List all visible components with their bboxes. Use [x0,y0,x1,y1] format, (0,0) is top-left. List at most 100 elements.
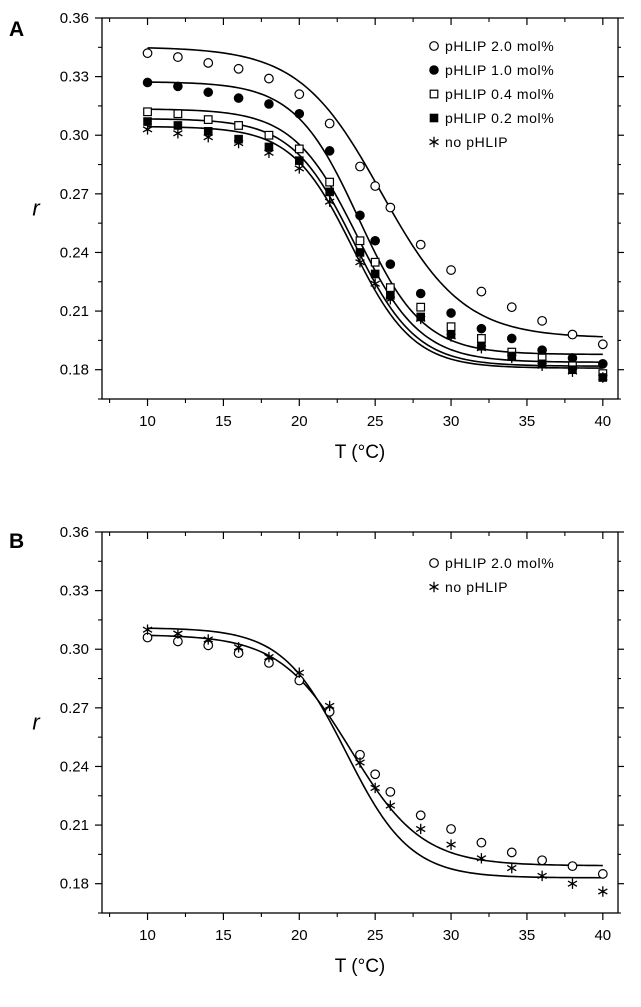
data-point [476,853,487,864]
panel-label: B [9,530,24,553]
x-tick-label: 20 [291,413,308,430]
fit-curve [147,81,603,356]
y-tick-label: 0.21 [60,303,89,320]
data-point [567,861,578,872]
data-point [506,847,517,858]
data-point [476,286,487,297]
data-point [294,89,305,100]
fit-curve [147,634,603,867]
data-point [446,265,456,275]
y-tick-label: 0.30 [60,127,89,144]
data-point [355,236,365,246]
data-point [264,651,274,663]
data-point [203,115,213,125]
data-point [355,257,365,268]
data-point [294,667,305,678]
data-point [173,109,183,119]
data-point [370,181,381,191]
x-tick-label: 35 [519,413,536,430]
y-tick-label: 0.24 [60,758,89,775]
x-tick-label: 40 [594,927,611,944]
data-point [142,624,153,635]
data-point [506,333,517,344]
data-point [597,339,608,350]
data-point [355,161,365,172]
legend-label: pHLIP 2.0 mol% [445,555,554,571]
x-tick-label: 25 [367,413,384,430]
data-point [203,634,214,645]
data-point [173,81,183,92]
data-point [264,99,274,109]
data-point [537,855,548,866]
data-point [233,93,244,103]
data-point [446,331,456,342]
data-point [537,360,547,371]
y-axis-title: r [32,196,41,221]
legend-marker [429,558,439,568]
data-point [370,235,380,246]
data-point [142,124,153,135]
y-tick-label: 0.27 [60,700,89,717]
data-point [446,322,456,332]
data-point [537,345,547,355]
data-point [476,343,487,354]
data-point [446,824,456,834]
series-points [142,48,608,350]
data-point [325,187,334,197]
fit-curve [147,627,603,879]
panel-label: A [9,18,24,41]
y-tick-label: 0.27 [60,186,89,203]
data-point [324,118,335,129]
legend-marker [429,581,439,593]
y-tick-label: 0.36 [60,10,89,27]
data-point [385,800,396,811]
data-point [143,107,152,117]
data-point [415,810,426,821]
data-point [173,128,183,139]
x-tick-label: 30 [443,927,460,944]
legend-label: pHLIP 1.0 mol% [445,62,554,78]
data-point [172,52,183,62]
x-tick-label: 10 [139,927,156,944]
data-point [415,239,426,250]
data-point [370,278,381,289]
data-point [173,628,183,639]
data-point [506,862,517,874]
legend-marker [429,113,439,123]
legend-marker [429,89,439,99]
data-point [415,313,426,325]
legend-marker [429,41,439,51]
data-point [264,73,274,84]
legend-label: pHLIP 0.4 mol% [445,86,554,102]
data-point [415,823,426,835]
data-point [567,366,578,377]
data-point [476,837,487,848]
data-point [355,248,365,257]
plot-frame [101,17,619,400]
series-points [142,124,608,383]
data-point [567,878,578,889]
data-point [355,210,365,221]
legend-label: no pHLIP [445,579,508,595]
data-point [598,359,608,369]
y-tick-label: 0.36 [60,524,89,541]
data-point [294,144,304,154]
data-point [385,294,396,305]
data-point [446,308,456,318]
data-point [446,839,456,850]
x-axis-title: T (°C) [335,956,386,977]
series-points [142,624,608,897]
x-axis-title: T (°C) [335,442,386,463]
data-point [233,642,244,653]
y-tick-label: 0.24 [60,244,89,261]
y-tick-label: 0.33 [60,583,89,600]
legend-label: no pHLIP [445,134,508,150]
data-point [203,58,214,68]
data-point [567,353,578,363]
data-point [476,323,487,334]
data-point [597,886,608,897]
y-tick-label: 0.18 [60,876,89,893]
x-tick-label: 30 [443,413,460,430]
x-tick-label: 15 [215,927,232,944]
